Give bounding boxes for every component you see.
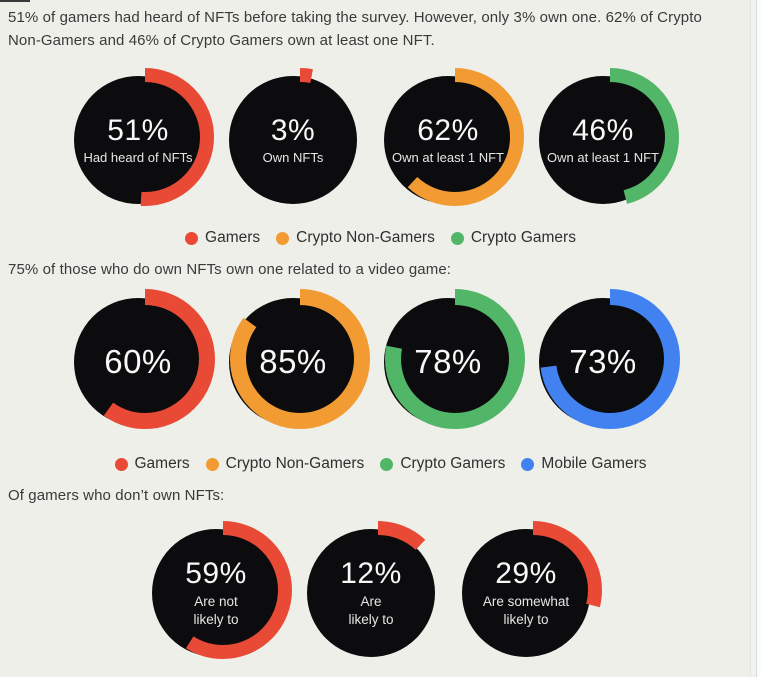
donut-85pct-crypto-non-gamers: 85% xyxy=(222,285,372,435)
donut-73pct-mobile-gamers: 73% xyxy=(532,285,682,435)
donut-29pct-gamers: 29% Are somewhat likely to xyxy=(455,516,605,666)
legend-label: Crypto Gamers xyxy=(400,455,506,472)
intro-paragraph: 51% of gamers had heard of NFTs before t… xyxy=(8,9,702,49)
donut-ring-icon xyxy=(539,68,679,206)
donut-ring-icon xyxy=(539,289,680,429)
legend-video-game: Gamers Crypto Non-Gamers Crypto Gamers Mobi… xyxy=(0,455,761,473)
donut-ring-icon xyxy=(384,68,524,206)
donut-ring-icon xyxy=(229,68,369,206)
donut-59pct-gamers: 59% Are not likely to xyxy=(145,516,295,666)
legend-dot-icon xyxy=(205,457,219,471)
donut-row-awareness: 51% Had heard of NFTs 3% Own NFTs 62% Own at … xyxy=(67,63,682,213)
donut-ring-icon xyxy=(384,289,525,429)
donut-62pct-crypto-non-gamers: 62% Own at least 1 NFT xyxy=(377,63,527,213)
legend-item-crypto-non-gamers: Crypto Non-Gamers xyxy=(205,455,365,473)
legend-label: Crypto Non-Gamers xyxy=(296,229,435,246)
donut-row-video-game: 60% 85% 78% 73% xyxy=(67,285,682,435)
dont-own-paragraph: Of gamers who don’t own NFTs: xyxy=(8,487,225,504)
donut-51pct-gamers: 51% Had heard of NFTs xyxy=(67,63,217,213)
legend-dot-icon xyxy=(450,231,464,245)
legend-label: Gamers xyxy=(134,455,190,472)
video-game-paragraph: 75% of those who do own NFTs own one rel… xyxy=(8,261,452,278)
donut-row-likelihood: 59% Are not likely to 12% Are likely to 29% A… xyxy=(145,516,605,666)
legend-dot-icon xyxy=(276,231,290,245)
legend-item-crypto-gamers: Crypto Gamers xyxy=(380,455,505,473)
donut-ring-icon xyxy=(74,289,215,429)
legend-label: Mobile Gamers xyxy=(541,455,647,472)
legend-item-crypto-non-gamers: Crypto Non-Gamers xyxy=(276,229,435,247)
legend-dot-icon xyxy=(114,457,128,471)
legend-awareness: Gamers Crypto Non-Gamers Crypto Gamers xyxy=(0,229,761,247)
donut-ring-icon xyxy=(152,521,292,659)
legend-dot-icon xyxy=(185,231,199,245)
legend-dot-icon xyxy=(380,457,394,471)
legend-item-mobile-gamers: Mobile Gamers xyxy=(521,455,647,473)
donut-ring-icon xyxy=(74,68,214,206)
legend-label: Crypto Non-Gamers xyxy=(225,455,365,472)
legend-dot-icon xyxy=(521,457,535,471)
donut-78pct-crypto-gamers: 78% xyxy=(377,285,527,435)
donut-60pct-gamers: 60% xyxy=(67,285,217,435)
legend-item-gamers: Gamers xyxy=(114,455,190,473)
legend-label: Gamers xyxy=(205,229,261,246)
donut-46pct-crypto-gamers: 46% Own at least 1 NFT xyxy=(532,63,682,213)
screen-edge-artifact xyxy=(0,0,30,2)
donut-12pct-gamers: 12% Are likely to xyxy=(300,516,450,666)
donut-ring-icon xyxy=(462,521,602,659)
legend-item-gamers: Gamers xyxy=(185,229,260,247)
scrollbar-track[interactable] xyxy=(750,0,761,677)
donut-ring-icon xyxy=(229,289,370,429)
legend-item-crypto-gamers: Crypto Gamers xyxy=(450,229,576,247)
legend-label: Crypto Gamers xyxy=(470,229,576,246)
donut-ring-icon xyxy=(307,521,447,659)
donut-3pct-gamers: 3% Own NFTs xyxy=(222,63,372,213)
